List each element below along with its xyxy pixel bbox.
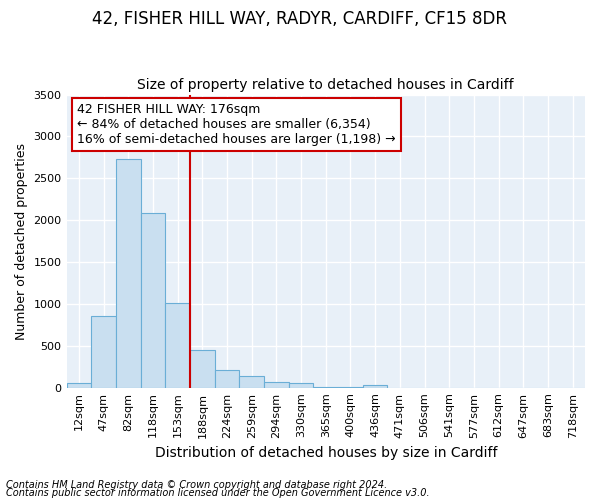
X-axis label: Distribution of detached houses by size in Cardiff: Distribution of detached houses by size … xyxy=(155,446,497,460)
Bar xyxy=(190,350,215,388)
Bar xyxy=(91,316,116,388)
Bar xyxy=(116,159,140,388)
Text: Contains HM Land Registry data © Crown copyright and database right 2024.: Contains HM Land Registry data © Crown c… xyxy=(6,480,387,490)
Text: Contains public sector information licensed under the Open Government Licence v3: Contains public sector information licen… xyxy=(6,488,430,498)
Text: 42 FISHER HILL WAY: 176sqm
← 84% of detached houses are smaller (6,354)
16% of s: 42 FISHER HILL WAY: 176sqm ← 84% of deta… xyxy=(77,104,395,146)
Bar xyxy=(215,370,239,388)
Bar xyxy=(165,303,190,388)
Bar xyxy=(140,214,165,388)
Text: 42, FISHER HILL WAY, RADYR, CARDIFF, CF15 8DR: 42, FISHER HILL WAY, RADYR, CARDIFF, CF1… xyxy=(92,10,508,28)
Title: Size of property relative to detached houses in Cardiff: Size of property relative to detached ho… xyxy=(137,78,514,92)
Y-axis label: Number of detached properties: Number of detached properties xyxy=(15,142,28,340)
Bar xyxy=(239,376,264,388)
Bar xyxy=(67,383,91,388)
Bar xyxy=(363,385,388,388)
Bar xyxy=(264,382,289,388)
Bar xyxy=(289,384,313,388)
